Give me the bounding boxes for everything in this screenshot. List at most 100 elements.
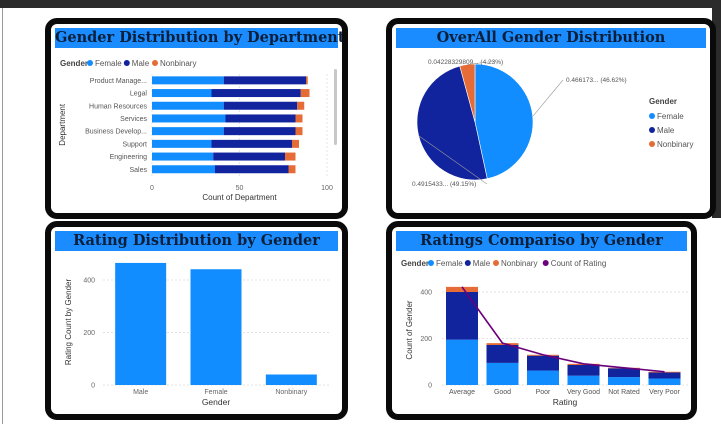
bar-nonbinary-3 [295,114,303,123]
y-tick-label: Engineering [110,154,147,161]
x-axis-title: Count of Department [202,193,277,202]
legend-label: Female [95,59,122,68]
scrollbar-thumb[interactable] [334,69,337,145]
pie-data-label: 0.04228329809... (4.23%) [428,59,503,66]
x-tick-label: Average [449,389,475,396]
y-tick-label: 200 [420,336,432,343]
bar-nonbinary-good [486,343,519,345]
x-tick-label: 50 [236,185,244,192]
card-department[interactable]: Gender Distribution by Department Gender… [45,18,348,219]
chart-title: Rating Distribution by Gender [55,231,338,251]
chart-title: OverAll Gender Distribution [396,28,706,48]
bar-male-good [486,345,519,363]
chart-title: Gender Distribution by Department [55,28,345,48]
bar-female-0 [152,76,224,85]
x-tick-label: Male [133,389,148,396]
legend-marker-nonbinary [152,60,158,66]
legend-marker-male [123,60,130,66]
bar-nonbinary-7 [288,165,296,174]
card-rating[interactable]: Rating Distribution by Gender 0 200 400 Mal… [45,221,348,420]
legend-marker-female [649,113,655,119]
x-axis-title: Gender [202,397,231,407]
bar-nonbinary-6 [285,152,296,161]
bar-female-4 [152,127,224,136]
bar-male-very-poor [648,372,681,379]
dept-chart-svg[interactable]: Gender Female Male Nonbinary 0 50 100 Product M… [51,24,342,213]
pie-slice-nonbinary [459,63,476,123]
legend-label: Nonbinary [657,140,693,149]
chart-title: Ratings Compariso by Gender [396,231,687,251]
legend-marker-male [464,260,471,266]
pie-data-label: 0.466173... (46.62%) [566,77,627,84]
leader-line [532,79,564,117]
bar-male-3 [225,114,296,123]
legend-title: Gender [60,59,88,68]
legend-label: Male [657,126,675,135]
legend-marker-count-of-rating [542,260,549,266]
card-overall[interactable]: OverAll Gender Distribution 0.466173... … [386,18,716,219]
bar-male-not-rated [608,368,640,378]
bar-nonbinary-4 [295,127,303,136]
pie-chart-svg[interactable]: 0.466173... (46.62%) 0.4915433... (49.15%… [392,24,710,213]
canvas-left-border [2,8,3,424]
bar-female-very-poor [648,378,681,385]
y-axis-title: Rating Count by Gender [64,279,73,366]
legend-title: Gender [649,97,677,106]
legend-label: Count of Rating [551,259,607,268]
bar-male-2 [223,101,298,110]
bar-nonbinary-5 [292,139,299,148]
bar-male-4 [223,127,296,136]
legend-marker-female [428,260,434,266]
bar-male-6 [213,152,285,161]
x-tick-label: Very Poor [649,389,680,396]
y-tick-label: 200 [83,330,95,337]
x-tick-label: Very Good [567,389,600,396]
bar-male-5 [211,139,292,148]
bar-nonbinary-0 [306,76,308,85]
bar-male-7 [215,165,289,174]
comparison-chart-svg[interactable]: Gender Female Male Nonbinary Count of Rating… [392,227,691,414]
bar-male-0 [223,76,306,85]
y-tick-label: 400 [420,289,432,296]
y-tick-label: Human Resources [89,103,147,110]
legend-title: Gender [401,259,429,268]
bar-female [190,269,242,385]
leader-line [418,135,488,185]
pie-data-label: 0.4915433... (49.15%) [412,181,476,188]
legend-label: Female [657,112,684,121]
bar-male [115,262,167,385]
y-tick-label: Sales [129,167,147,174]
bar-female-good [486,362,519,385]
y-tick-label: Support [122,141,147,148]
x-tick-label: Good [494,389,511,396]
bar-female-poor [527,370,559,385]
x-tick-label: Nonbinary [275,389,307,396]
bar-female-not-rated [608,377,640,385]
card-comparison[interactable]: Ratings Compariso by Gender Gender Female… [386,221,697,420]
x-axis-title: Rating [553,397,578,407]
y-tick-label: Business Develop... [85,129,147,136]
bar-nonbinary-average [446,286,478,292]
rating-chart-svg[interactable]: 0 200 400 Male Female Nonbinary Gender Rating C… [51,227,342,414]
bar-female-average [446,339,478,385]
y-axis-title: Count of Gender [405,300,414,359]
bar-nonbinary-1 [300,89,310,98]
window-top-bar [0,0,721,8]
legend-label: Male [473,259,491,268]
canvas-right-edge [712,8,721,218]
bar-male-very-good [567,365,600,376]
bar-nonbinary-very-poor [648,371,681,373]
bar-female-7 [152,165,215,174]
legend-label: Female [436,259,463,268]
legend-label: Nonbinary [160,59,196,68]
bar-nonbinary-2 [297,101,305,110]
bar-female-1 [152,89,212,98]
y-axis-title: Department [58,103,67,146]
line-count-of-rating [461,286,665,373]
bar-male-1 [211,89,301,98]
bar-female-very-good [567,375,600,385]
y-tick-label: 0 [91,383,95,390]
bar-nonbinary [265,374,317,385]
legend-label: Nonbinary [501,259,537,268]
y-tick-label: 400 [83,278,95,285]
